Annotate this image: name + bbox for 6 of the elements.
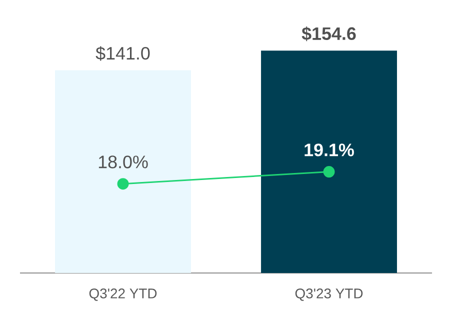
data-label: 19.1%: [304, 144, 354, 156]
x-tick-label: Q3'23 YTD: [295, 288, 363, 301]
data-label: 18.0%: [98, 156, 148, 168]
x-tick-label: Q3'22 YTD: [89, 288, 157, 301]
data-label: $141.0: [96, 46, 150, 61]
data-label: $154.6: [302, 26, 356, 42]
